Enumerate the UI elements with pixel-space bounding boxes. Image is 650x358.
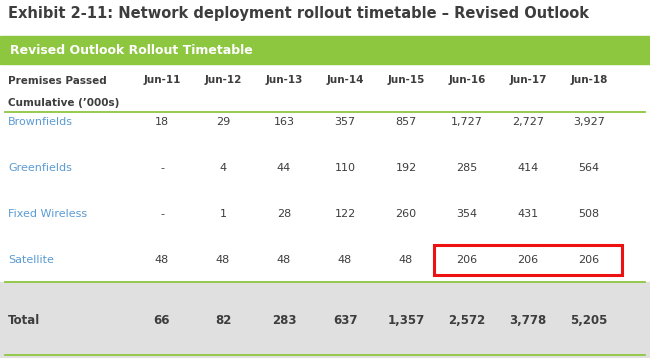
Text: 48: 48 <box>277 255 291 265</box>
Text: Cumulative (’000s): Cumulative (’000s) <box>8 98 120 108</box>
Text: 637: 637 <box>333 314 358 326</box>
Text: 122: 122 <box>334 209 356 219</box>
Text: 2,727: 2,727 <box>512 117 544 127</box>
Text: 192: 192 <box>395 163 417 173</box>
Text: -: - <box>160 209 164 219</box>
Text: Revised Outlook Rollout Timetable: Revised Outlook Rollout Timetable <box>10 44 253 57</box>
Text: Jun-12: Jun-12 <box>204 75 242 85</box>
Text: Jun-14: Jun-14 <box>326 75 364 85</box>
Text: 206: 206 <box>517 255 539 265</box>
Text: Fixed Wireless: Fixed Wireless <box>8 209 87 219</box>
Text: Brownfields: Brownfields <box>8 117 73 127</box>
Text: 285: 285 <box>456 163 478 173</box>
Text: Satellite: Satellite <box>8 255 54 265</box>
Text: 357: 357 <box>335 117 356 127</box>
Bar <box>0 282 650 358</box>
Text: Total: Total <box>8 314 40 326</box>
Text: 48: 48 <box>155 255 169 265</box>
Text: Jun-15: Jun-15 <box>387 75 424 85</box>
Text: 431: 431 <box>517 209 539 219</box>
Text: -: - <box>160 163 164 173</box>
Text: 48: 48 <box>338 255 352 265</box>
Text: Exhibit 2-11: Network deployment rollout timetable – Revised Outlook: Exhibit 2-11: Network deployment rollout… <box>8 6 589 21</box>
Text: 18: 18 <box>155 117 169 127</box>
Text: 82: 82 <box>214 314 231 326</box>
Text: 48: 48 <box>216 255 230 265</box>
Text: 48: 48 <box>399 255 413 265</box>
Text: Jun-16: Jun-16 <box>448 75 486 85</box>
Text: 44: 44 <box>277 163 291 173</box>
Text: 354: 354 <box>456 209 478 219</box>
Text: 414: 414 <box>517 163 539 173</box>
Text: 260: 260 <box>395 209 417 219</box>
Text: 163: 163 <box>274 117 294 127</box>
Text: Jun-18: Jun-18 <box>570 75 608 85</box>
Text: 2,572: 2,572 <box>448 314 486 326</box>
Text: Greenfields: Greenfields <box>8 163 72 173</box>
Text: 283: 283 <box>272 314 296 326</box>
Text: 206: 206 <box>456 255 478 265</box>
Text: 3,778: 3,778 <box>510 314 547 326</box>
Text: 206: 206 <box>578 255 599 265</box>
Text: Premises Passed: Premises Passed <box>8 76 107 86</box>
Text: 3,927: 3,927 <box>573 117 605 127</box>
Text: 857: 857 <box>395 117 417 127</box>
Text: 1,357: 1,357 <box>387 314 424 326</box>
Text: Jun-17: Jun-17 <box>509 75 547 85</box>
Text: 110: 110 <box>335 163 356 173</box>
Text: Jun-11: Jun-11 <box>143 75 181 85</box>
Bar <box>0 36 650 64</box>
Text: 4: 4 <box>220 163 227 173</box>
Text: 564: 564 <box>578 163 599 173</box>
Text: 508: 508 <box>578 209 599 219</box>
Text: 1,727: 1,727 <box>451 117 483 127</box>
Text: Jun-13: Jun-13 <box>265 75 303 85</box>
Text: 66: 66 <box>154 314 170 326</box>
Text: 28: 28 <box>277 209 291 219</box>
Text: 5,205: 5,205 <box>570 314 608 326</box>
Text: 1: 1 <box>220 209 226 219</box>
Text: 29: 29 <box>216 117 230 127</box>
